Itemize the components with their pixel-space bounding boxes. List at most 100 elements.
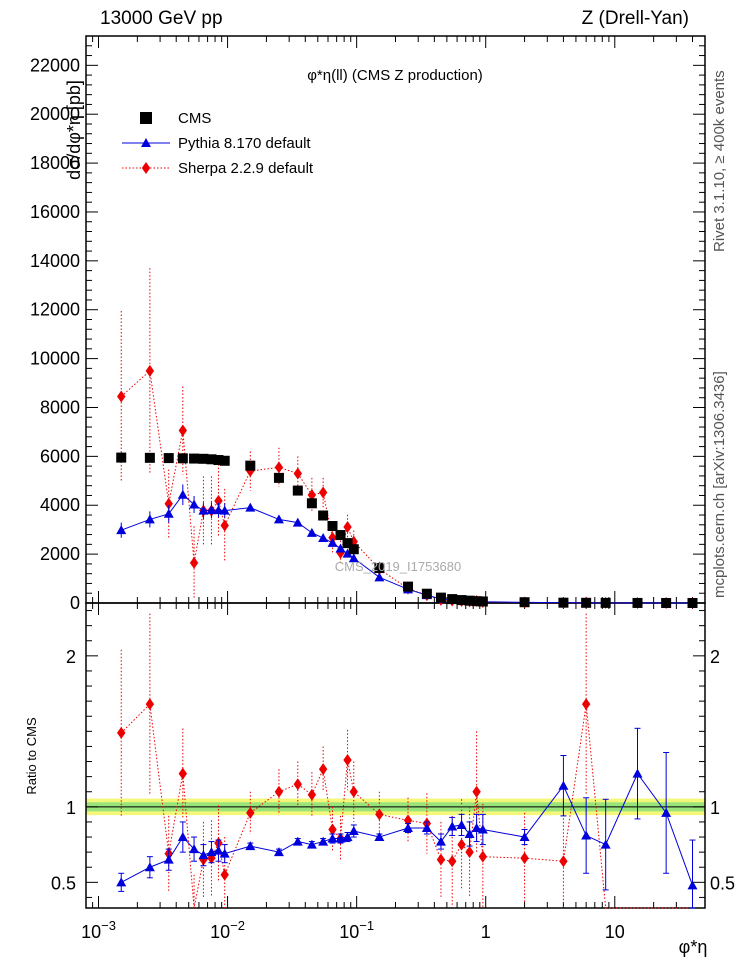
sherpa-ratio-point xyxy=(559,855,568,868)
cms-point xyxy=(687,597,698,608)
ratio-tick-label-right: 1 xyxy=(710,798,720,818)
sherpa-ratio-point xyxy=(520,852,529,865)
sherpa-point xyxy=(274,461,284,474)
sherpa-point xyxy=(178,424,188,437)
sherpa-ratio-point xyxy=(117,726,126,739)
ratio-tick-label-right: 2 xyxy=(710,647,720,667)
pythia-ratio-point xyxy=(116,877,127,887)
ratio-axis-label: Ratio to CMS xyxy=(24,717,39,795)
cms-point xyxy=(245,460,256,471)
cms-point xyxy=(318,510,329,521)
pythia-point xyxy=(198,505,209,515)
legend-label: Pythia 8.170 default xyxy=(178,135,311,152)
pythia-point xyxy=(327,537,338,547)
y-tick-label: 16000 xyxy=(30,202,80,222)
legend-label: CMS xyxy=(178,110,211,127)
cms-point xyxy=(456,595,467,606)
pythia-point xyxy=(163,508,174,518)
sherpa-point xyxy=(145,364,155,377)
pythia-ratio-point xyxy=(632,768,643,778)
x-tick-label: 10−2 xyxy=(210,918,245,942)
pythia-ratio-point xyxy=(292,836,303,846)
pythia-point xyxy=(374,572,385,582)
sherpa-ratio-point xyxy=(448,855,457,868)
legend: CMS Pythia 8.170 default Sherpa 2.2.9 defa… xyxy=(122,110,314,177)
sherpa-ratio-point xyxy=(220,868,229,881)
pythia-ratio-point xyxy=(477,824,488,834)
pythia-ratio-point xyxy=(558,780,569,790)
y-axis-label: dσ/dφ*η [pb] xyxy=(64,80,84,180)
pythia-point xyxy=(245,502,256,512)
sherpa-ratio-point xyxy=(178,767,188,780)
pythia-ratio-point xyxy=(144,862,155,872)
cms-point xyxy=(213,455,224,466)
cms-point xyxy=(519,597,530,608)
sherpa-ratio-point xyxy=(328,823,337,836)
cms-point xyxy=(661,597,672,608)
y-tick-label: 12000 xyxy=(30,300,80,320)
pythia-ratio-point xyxy=(273,847,284,857)
rivet-version-label: Rivet 3.1.10, ≥ 400k events xyxy=(711,70,728,252)
cms-point xyxy=(306,498,317,509)
cms-point xyxy=(581,597,592,608)
ratio-tick-label: 2 xyxy=(66,647,76,667)
y-tick-label: 10000 xyxy=(30,349,80,369)
mcplots-reference-label: mcplots.cern.ch [arXiv:1306.3436] xyxy=(711,371,728,598)
cms-point xyxy=(348,544,359,555)
ratio-tick-label-right: 0.5 xyxy=(710,873,735,893)
pythia-point xyxy=(177,489,188,499)
y-tick-label: 2000 xyxy=(40,544,80,564)
pythia-point xyxy=(292,517,303,527)
sherpa-ratio-point xyxy=(246,806,255,819)
pythia-ratio-point xyxy=(447,821,458,831)
pythia-ratio-point xyxy=(306,839,317,849)
x-tick-label: 1 xyxy=(481,922,491,942)
process-label: Z (Drell-Yan) xyxy=(581,8,689,29)
x-axis-label: φ*η xyxy=(679,937,708,957)
pythia-ratio-point xyxy=(318,836,329,846)
pythia-ratio-point xyxy=(177,832,188,842)
pythia-ratio-point xyxy=(219,848,230,858)
pythia-ratio-point xyxy=(327,833,338,843)
cms-point xyxy=(116,452,127,463)
sherpa-point xyxy=(117,390,126,403)
cms-point xyxy=(600,597,611,608)
cms-uncertainty-band xyxy=(86,798,705,816)
cms-point xyxy=(342,538,353,549)
legend-sherpa-marker xyxy=(141,162,151,174)
cms-point xyxy=(435,592,446,603)
cms-point xyxy=(206,454,217,465)
pythia-ratio-point xyxy=(471,822,482,832)
ratio-tick-label: 0.5 xyxy=(51,873,76,893)
sherpa-ratio-point xyxy=(145,698,155,711)
sherpa-ratio-point xyxy=(375,808,384,821)
cms-point xyxy=(558,597,569,608)
sherpa-ratio-point xyxy=(478,850,488,863)
pythia-point xyxy=(206,505,217,515)
cms-point xyxy=(219,455,230,466)
cms-point xyxy=(477,596,488,607)
y-tick-label: 4000 xyxy=(40,495,80,515)
pythia-ratio-point xyxy=(189,844,200,854)
sherpa-ratio-point xyxy=(318,763,328,776)
plot-title: φ*η(ll) (CMS Z production) xyxy=(307,67,483,84)
pythia-ratio-point xyxy=(661,807,672,817)
pythia-point xyxy=(348,553,359,563)
sherpa-ratio-point xyxy=(307,788,317,801)
sherpa-ratio-point xyxy=(457,838,466,851)
y-tick-label: 22000 xyxy=(30,55,80,75)
sherpa-point xyxy=(328,531,337,544)
pythia-ratio-point xyxy=(198,850,209,860)
energy-label: 13000 GeV pp xyxy=(100,8,223,29)
pythia-ratio-point xyxy=(403,822,414,832)
ratio-tick-label: 1 xyxy=(66,798,76,818)
cms-point xyxy=(144,452,155,463)
pythia-ratio-point xyxy=(600,839,611,849)
sherpa-ratio-point xyxy=(465,846,474,859)
cms-point xyxy=(189,453,200,464)
x-tick-label: 10−1 xyxy=(339,918,374,942)
legend-cms-marker xyxy=(140,112,152,124)
analysis-watermark: CMS_2019_I1753680 xyxy=(335,559,462,574)
pythia-ratio-point xyxy=(464,829,475,839)
